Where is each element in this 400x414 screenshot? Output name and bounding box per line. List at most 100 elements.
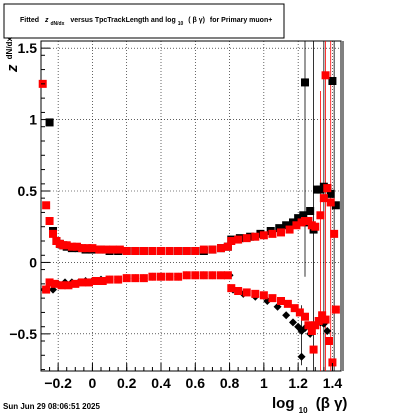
red-square-marker	[102, 245, 111, 254]
red-square-marker	[157, 272, 165, 281]
black-square-marker	[294, 214, 303, 223]
red-square-marker	[45, 278, 54, 287]
red-square-marker	[321, 315, 330, 324]
axis-ticks: −0.2 0 0.2 0.4 0.6 0.8 1 1.2 1.4 −0.5 0 0.5 1 1.5	[9, 40, 342, 391]
x-tick-label: 0.6	[186, 375, 206, 391]
red-square-marker	[292, 221, 301, 230]
red-square-marker	[78, 244, 87, 253]
red-square-marker	[283, 299, 292, 308]
black-diamond-marker	[323, 327, 332, 335]
red-square-marker	[259, 231, 268, 240]
red-square-marker	[122, 247, 131, 255]
y-axis-label: z dN/dx	[4, 37, 21, 73]
red-square-marker	[191, 271, 200, 280]
x-tick-label: 1.4	[323, 375, 343, 391]
red-square-marker	[95, 245, 104, 254]
red-square-marker	[71, 279, 80, 288]
x-tick-label: −0.2	[44, 375, 72, 391]
red-square-marker	[290, 304, 299, 313]
red-square-marker	[208, 245, 217, 254]
red-square-marker	[98, 277, 107, 285]
red-square-marker	[316, 211, 325, 220]
red-square-marker	[139, 274, 148, 283]
red-square-marker	[325, 337, 333, 345]
red-square-marker	[122, 274, 131, 283]
x-tick-label: 0.8	[220, 375, 240, 391]
red-square-marker	[331, 305, 340, 314]
red-square-marker	[62, 241, 71, 250]
x-tick-label: 0.4	[151, 375, 171, 391]
red-square-marker	[234, 235, 243, 244]
red-square-marker	[307, 327, 316, 335]
y-tick-label: 0.5	[18, 183, 38, 199]
red-square-marker	[182, 271, 191, 280]
black-diamond-marker	[282, 311, 291, 320]
red-square-marker	[139, 247, 148, 255]
x-tick-label: 0.2	[117, 375, 137, 391]
red-square-marker	[91, 277, 100, 285]
black-square-marker	[331, 201, 340, 210]
red-square-marker	[277, 297, 285, 305]
red-square-marker	[191, 247, 200, 255]
red-square-marker	[50, 279, 59, 288]
red-square-marker	[319, 194, 328, 203]
red-square-marker	[251, 289, 260, 298]
y-tick-label: 0	[29, 254, 37, 270]
red-square-marker	[259, 291, 268, 300]
data-points	[38, 71, 340, 367]
red-square-marker	[309, 345, 318, 354]
black-square-marker	[299, 211, 308, 220]
red-square-marker	[242, 288, 251, 297]
red-square-marker	[42, 285, 51, 294]
grid	[41, 41, 341, 371]
red-square-marker	[78, 278, 87, 287]
red-square-marker	[199, 245, 208, 254]
red-square-marker	[115, 245, 124, 254]
timestamp: Sun Jun 29 08:06:51 2025	[3, 402, 100, 411]
red-square-marker	[326, 198, 335, 207]
red-square-marker	[314, 317, 323, 325]
black-square-marker	[306, 207, 315, 215]
red-square-marker	[45, 217, 54, 225]
red-square-marker	[301, 312, 309, 321]
red-square-marker	[85, 278, 93, 287]
red-square-marker	[223, 242, 232, 251]
red-square-marker	[182, 247, 191, 255]
red-square-marker	[174, 247, 183, 255]
y-tick-label: 1	[29, 112, 37, 128]
red-square-marker	[304, 217, 313, 225]
red-square-marker	[174, 272, 183, 281]
chart-title: Fitted z dN/dx versus TpcTrackLength and…	[20, 17, 272, 27]
black-square-marker	[282, 221, 291, 230]
red-square-marker	[88, 244, 97, 253]
red-square-marker	[328, 358, 337, 367]
red-square-marker	[311, 321, 320, 330]
title-box: Fitted z dN/dx versus TpcTrackLength and…	[3, 3, 285, 39]
black-diamond-marker	[297, 352, 306, 361]
plot-frame	[40, 40, 342, 372]
red-square-marker	[199, 271, 208, 280]
red-square-marker	[131, 274, 140, 283]
x-axis-label: log 10 (β γ)	[272, 395, 347, 414]
red-square-marker	[227, 237, 236, 245]
red-square-marker	[157, 247, 165, 255]
red-square-marker	[311, 222, 320, 231]
red-square-marker	[49, 229, 57, 238]
black-diamond-marker	[289, 318, 297, 327]
x-tick-label: 1.2	[288, 375, 308, 391]
red-square-marker	[208, 271, 217, 280]
red-square-marker	[277, 228, 285, 237]
red-square-marker	[285, 225, 294, 234]
red-square-marker	[227, 284, 236, 293]
x-tick-label: 0	[89, 375, 97, 391]
red-square-marker	[321, 71, 330, 80]
red-square-marker	[251, 232, 260, 241]
y-tick-label: 1.5	[18, 40, 38, 56]
red-square-marker	[57, 281, 66, 290]
red-square-marker	[223, 271, 232, 280]
red-square-marker	[165, 247, 174, 255]
red-square-marker	[148, 272, 157, 281]
red-square-marker	[67, 242, 76, 251]
red-square-marker	[83, 244, 92, 253]
